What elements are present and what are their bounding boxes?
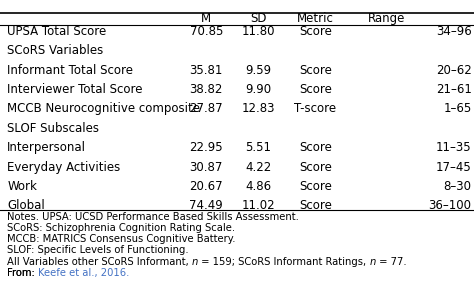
Text: 35.81: 35.81 — [190, 64, 223, 77]
Text: 36–100: 36–100 — [428, 199, 472, 212]
Text: From:: From: — [7, 268, 38, 278]
Text: Score: Score — [299, 199, 332, 212]
Text: SLOF Subscales: SLOF Subscales — [7, 122, 99, 135]
Text: Keefe et al., 2016.: Keefe et al., 2016. — [38, 268, 129, 278]
Text: Informant Total Score: Informant Total Score — [7, 64, 133, 77]
Text: 27.87: 27.87 — [190, 102, 223, 116]
Text: n: n — [370, 257, 376, 267]
Text: Work: Work — [7, 180, 37, 193]
Text: From:: From: — [7, 268, 38, 278]
Text: MCCB: MATRICS Consensus Cognitive Battery.: MCCB: MATRICS Consensus Cognitive Batter… — [7, 234, 236, 244]
Text: M: M — [201, 12, 211, 25]
Text: Range: Range — [368, 12, 405, 25]
Text: Everyday Activities: Everyday Activities — [7, 161, 120, 173]
Text: 21–61: 21–61 — [436, 83, 472, 96]
Text: SCoRS: Schizophrenia Cognition Rating Scale.: SCoRS: Schizophrenia Cognition Rating Sc… — [7, 223, 235, 233]
Text: 70.85: 70.85 — [190, 25, 223, 38]
Text: 34–96: 34–96 — [436, 25, 472, 38]
Text: Score: Score — [299, 141, 332, 154]
Text: 20–62: 20–62 — [436, 64, 472, 77]
Text: UPSA Total Score: UPSA Total Score — [7, 25, 106, 38]
Text: 11.80: 11.80 — [242, 25, 275, 38]
Text: 22.95: 22.95 — [190, 141, 223, 154]
Text: Global: Global — [7, 199, 45, 212]
Text: = 77.: = 77. — [376, 257, 407, 267]
Text: Score: Score — [299, 64, 332, 77]
Text: Score: Score — [299, 180, 332, 193]
Text: 8–30: 8–30 — [444, 180, 472, 193]
Text: Score: Score — [299, 83, 332, 96]
Text: Interpersonal: Interpersonal — [7, 141, 86, 154]
Text: 9.90: 9.90 — [245, 83, 272, 96]
Text: 12.83: 12.83 — [242, 102, 275, 116]
Text: SCoRS Variables: SCoRS Variables — [7, 44, 103, 57]
Text: T-score: T-score — [294, 102, 336, 116]
Text: 1–65: 1–65 — [443, 102, 472, 116]
Text: 11.02: 11.02 — [242, 199, 275, 212]
Text: SLOF: Specific Levels of Functioning.: SLOF: Specific Levels of Functioning. — [7, 245, 189, 255]
Text: 74.49: 74.49 — [189, 199, 223, 212]
Text: Interviewer Total Score: Interviewer Total Score — [7, 83, 143, 96]
Text: 38.82: 38.82 — [190, 83, 223, 96]
Text: All Variables other SCoRS Informant,: All Variables other SCoRS Informant, — [7, 257, 192, 267]
Text: 11–35: 11–35 — [436, 141, 472, 154]
Text: Notes. UPSA: UCSD Performance Based Skills Assessment.: Notes. UPSA: UCSD Performance Based Skil… — [7, 212, 299, 222]
Text: SD: SD — [250, 12, 266, 25]
Text: 5.51: 5.51 — [246, 141, 271, 154]
Text: Metric: Metric — [297, 12, 334, 25]
Text: Score: Score — [299, 25, 332, 38]
Text: 17–45: 17–45 — [436, 161, 472, 173]
Text: = 159; SCoRS Informant Ratings,: = 159; SCoRS Informant Ratings, — [198, 257, 370, 267]
Text: n: n — [192, 257, 198, 267]
Text: Score: Score — [299, 161, 332, 173]
Text: 4.86: 4.86 — [245, 180, 272, 193]
Text: MCCB Neurocognitive composite: MCCB Neurocognitive composite — [7, 102, 200, 116]
Text: 4.22: 4.22 — [245, 161, 272, 173]
Text: 9.59: 9.59 — [245, 64, 272, 77]
Text: 30.87: 30.87 — [190, 161, 223, 173]
Text: 20.67: 20.67 — [190, 180, 223, 193]
